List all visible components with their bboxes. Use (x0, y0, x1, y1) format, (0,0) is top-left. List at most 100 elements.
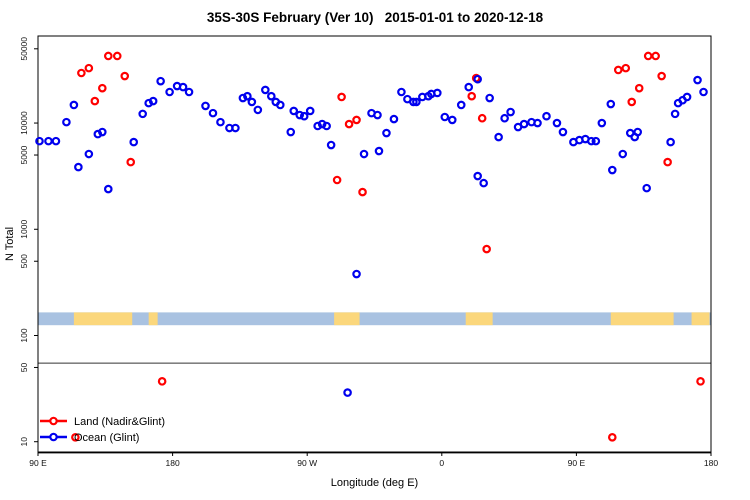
data-point-ocean (409, 97, 418, 107)
data-point-ocean (184, 87, 194, 97)
data-point-ocean (373, 110, 382, 120)
data-point-ocean (552, 118, 562, 128)
data-point-ocean (247, 97, 257, 107)
data-point-land (84, 63, 94, 73)
legend-marker (49, 432, 58, 442)
page-title: 35S-30S February (Ver 10) 2015-01-01 to … (206, 10, 544, 25)
data-point-ocean (289, 106, 299, 116)
data-point-ocean (587, 136, 596, 146)
data-point-land (613, 65, 623, 75)
y-tick-label: 50 (19, 362, 29, 372)
data-point-ocean (98, 127, 107, 137)
data-point-land (344, 119, 354, 129)
data-point-land (90, 96, 100, 106)
data-point-land (126, 157, 136, 167)
data-point-ocean (243, 91, 252, 101)
legend-marker (49, 416, 58, 426)
data-point-land (337, 92, 346, 102)
x-tick-label: 0 (439, 458, 444, 468)
data-point-land (663, 157, 672, 167)
data-point-land (621, 63, 631, 73)
data-point-ocean (295, 110, 305, 120)
y-tick-label: 10 (19, 437, 29, 447)
data-point-ocean (542, 111, 551, 121)
data-point-ocean (533, 118, 542, 128)
data-point-land (634, 83, 644, 93)
data-point-ocean (682, 92, 692, 102)
data-point-ocean (208, 108, 218, 118)
data-point-ocean (473, 74, 482, 84)
data-point-land (467, 91, 477, 101)
data-point-ocean (412, 97, 421, 107)
data-point-ocean (642, 183, 651, 193)
data-point-land (482, 244, 491, 254)
data-point-ocean (44, 136, 53, 146)
data-point-ocean (440, 112, 450, 122)
data-point-land (112, 51, 122, 61)
data-point-ocean (558, 127, 568, 137)
data-point-ocean (500, 113, 509, 123)
data-point-ocean (519, 119, 529, 129)
data-point-ocean (606, 99, 616, 109)
x-tick-label: 90 E (568, 458, 586, 468)
data-point-ocean (485, 93, 494, 103)
data-point-ocean (591, 136, 601, 146)
data-point-ocean (433, 88, 442, 98)
data-point-ocean (253, 105, 263, 115)
data-point-ocean (267, 91, 276, 101)
data-point-ocean (51, 136, 61, 146)
map-strip-ocean (38, 312, 711, 326)
data-point-ocean (299, 111, 309, 121)
y-tick-label: 10000 (19, 111, 29, 135)
data-point-land (627, 97, 637, 107)
data-point-ocean (74, 162, 83, 172)
data-point-ocean (382, 128, 391, 138)
data-point-ocean (62, 117, 71, 127)
data-point-ocean (693, 75, 702, 85)
data-point-ocean (670, 109, 680, 119)
data-point-land (77, 68, 86, 78)
y-tick-label: 500 (19, 254, 29, 268)
data-point-ocean (286, 127, 296, 137)
x-tick-label: 90 W (297, 458, 317, 468)
data-point-land (103, 51, 113, 61)
data-point-ocean (666, 137, 675, 147)
data-point-ocean (699, 87, 708, 97)
data-point-ocean (352, 269, 361, 279)
data-point-land (332, 175, 342, 185)
data-point-ocean (261, 85, 270, 95)
data-point-ocean (456, 100, 466, 110)
data-point-ocean (374, 146, 384, 156)
data-point-ocean (201, 101, 210, 111)
map-strip-land-segment (148, 312, 158, 326)
map-strip-land-segment (691, 312, 710, 326)
data-point-ocean (473, 171, 482, 181)
data-point-ocean (607, 165, 617, 175)
data-point-ocean (103, 184, 113, 194)
data-point-ocean (165, 87, 174, 97)
data-point-land (71, 433, 80, 442)
data-point-ocean (389, 114, 399, 124)
data-point-land (120, 71, 130, 81)
data-point-ocean (464, 82, 474, 92)
data-point-ocean (231, 123, 240, 133)
y-tick-label: 5000 (19, 145, 29, 164)
data-point-ocean (343, 388, 352, 397)
map-strip-land-segment (610, 312, 674, 326)
x-axis-title: Longitude (deg E) (330, 477, 419, 489)
x-tick-label: 90 E (29, 458, 47, 468)
data-point-ocean (447, 115, 457, 125)
data-point-ocean (216, 117, 225, 127)
x-tick-label: 180 (166, 458, 180, 468)
data-point-land (352, 115, 361, 125)
data-point-ocean (148, 96, 158, 106)
map-strip-land-segment (465, 312, 493, 326)
data-point-ocean (359, 149, 369, 159)
data-point-land (643, 51, 653, 61)
data-point-land (477, 113, 487, 123)
data-point-land (157, 377, 167, 386)
data-point-ocean (275, 100, 285, 110)
map-strip-land-segment (73, 312, 133, 326)
